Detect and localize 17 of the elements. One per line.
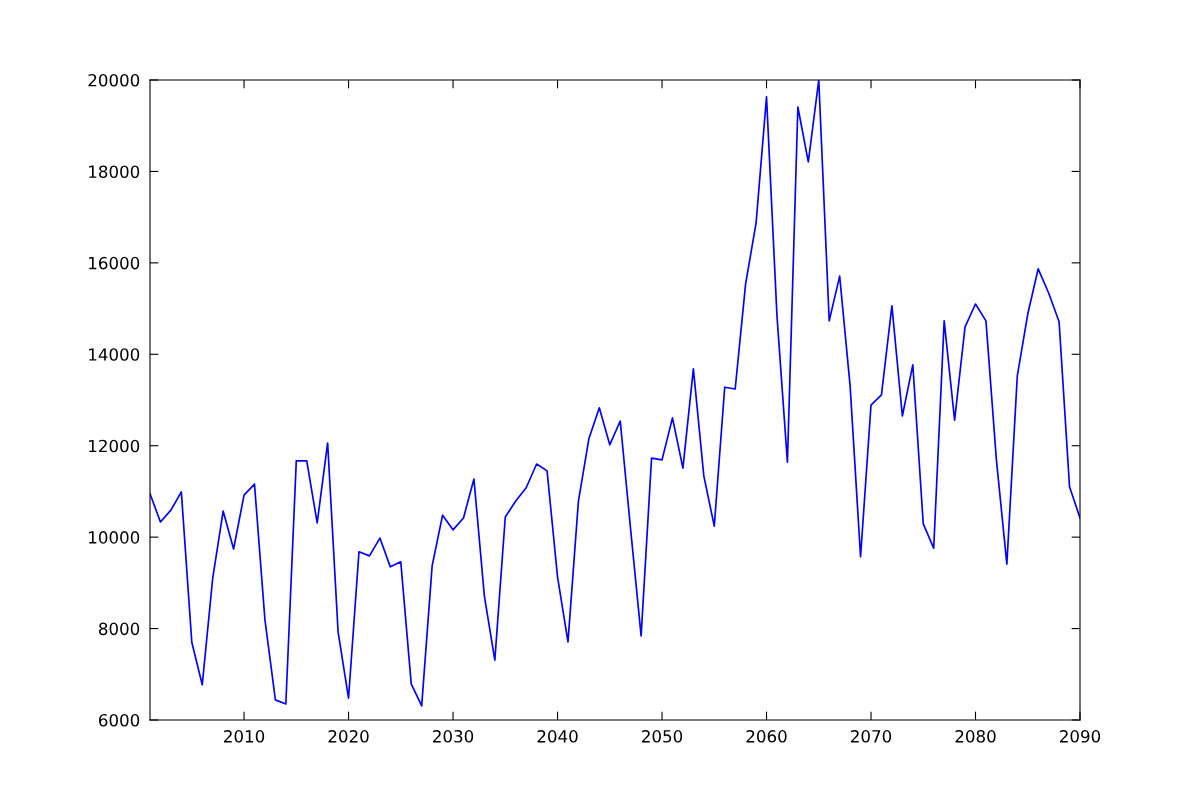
x-tick-label: 2040 (537, 730, 578, 743)
x-tick-label: 2050 (642, 730, 683, 743)
y-tick-label: 18000 (89, 165, 140, 178)
y-tick-label: 14000 (89, 348, 140, 361)
y-tick-label: 6000 (99, 713, 140, 727)
x-tick-label: 2010 (224, 730, 265, 743)
x-tick-label: 2090 (1060, 730, 1101, 743)
x-tick-label: 2080 (955, 730, 996, 743)
y-tick-label: 20000 (88, 73, 140, 87)
x-tick-label: 2020 (328, 730, 369, 743)
y-tick-label: 10000 (89, 531, 140, 544)
x-tick-label: 2030 (433, 730, 474, 743)
y-tick-label: 16000 (89, 256, 140, 270)
y-tick-label: 12000 (89, 439, 140, 453)
x-tick-label: 2070 (851, 730, 892, 743)
x-tick-label: 2060 (746, 730, 787, 743)
y-tick-label: 8000 (98, 622, 140, 636)
